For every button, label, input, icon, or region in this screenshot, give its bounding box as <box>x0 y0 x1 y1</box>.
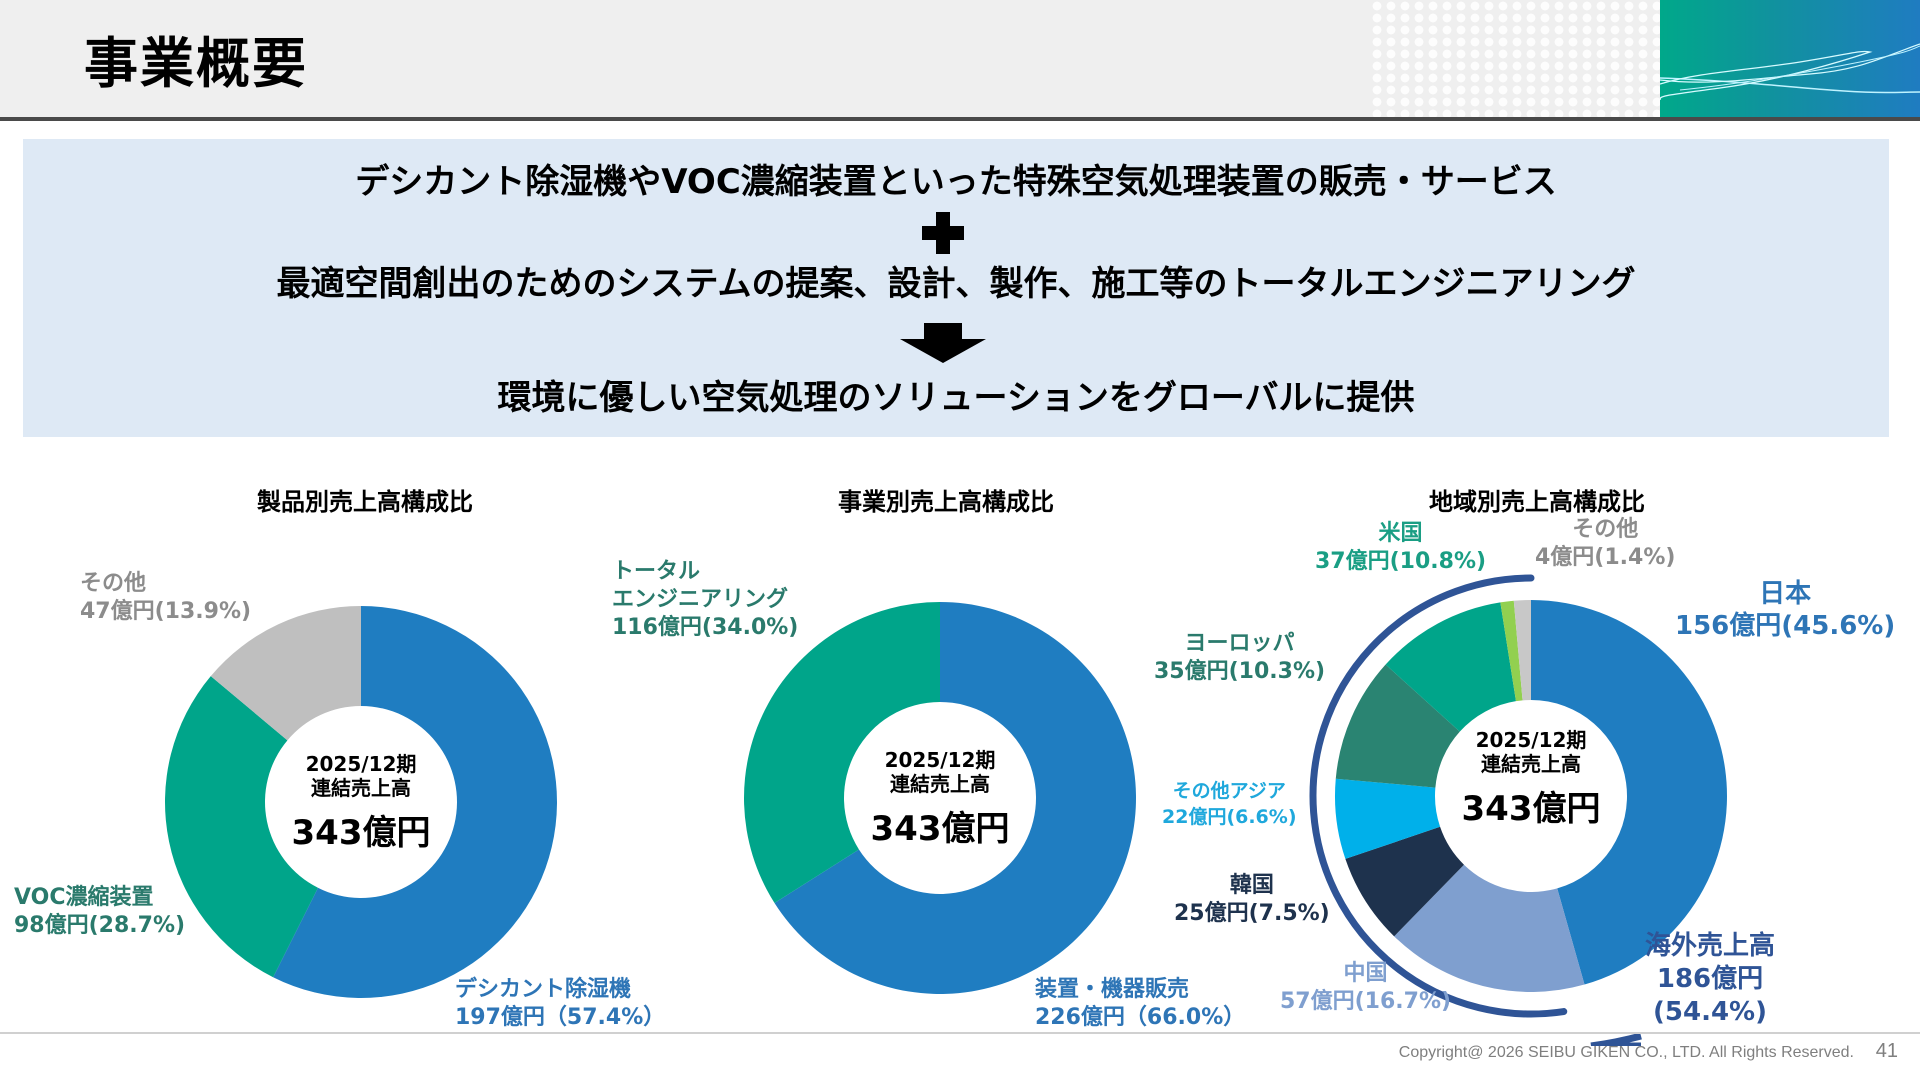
chart-title-product: 製品別売上高構成比 <box>257 488 473 516</box>
center-period: 2025/12期 <box>305 752 417 776</box>
banner-line-products-services: デシカント除湿機やVOC濃縮装置といった特殊空気処理装置の販売・サービス <box>355 162 1557 202</box>
label-product-voc: VOC濃縮装置 98億円(28.7%) <box>14 885 186 938</box>
donut-segment <box>1345 826 1464 937</box>
chart-title-region: 地域別売上高構成比 <box>1429 488 1645 516</box>
donut-segment <box>273 606 557 998</box>
page-number: 41 <box>1875 1040 1898 1062</box>
label-region-europe: ヨーロッパ 35億円(10.3%) <box>1154 631 1326 684</box>
label-region-china: 中国 57億円(16.7%) <box>1280 961 1452 1014</box>
donut-chart-product <box>164 606 557 998</box>
label-product-other: その他 47億円(13.9%) <box>80 571 252 624</box>
header-bar: 事業概要 <box>0 0 1920 117</box>
header-divider <box>0 117 1920 121</box>
summary-banner: デシカント除湿機やVOC濃縮装置といった特殊空気処理装置の販売・サービス 最適空… <box>23 139 1889 437</box>
donut-segment <box>210 606 361 741</box>
donut-segment <box>1335 664 1460 788</box>
label-region-korea: 韓国 25億円(7.5%) <box>1174 873 1330 926</box>
label-business-engineering: トータル エンジニアリング 116億円(34.0%) <box>612 559 799 640</box>
center-label-product: 2025/12期 連結売上高 343億円 <box>266 752 456 856</box>
donut-segment <box>744 602 940 904</box>
label-region-japan: 日本 156億円(45.6%) <box>1675 579 1896 641</box>
wave-lines-decoration <box>1660 43 1920 101</box>
center-total: 343億円 <box>291 813 431 853</box>
donut-chart-region <box>1309 574 1727 1046</box>
donut-segment <box>774 602 1136 994</box>
center-caption: 連結売上高 <box>311 776 411 800</box>
chart-title-business: 事業別売上高構成比 <box>838 488 1054 516</box>
center-label-business: 2025/12期 連結売上高 343億円 <box>870 748 1010 849</box>
page-title: 事業概要 <box>84 32 308 95</box>
donut-segment <box>1385 602 1516 732</box>
plus-icon <box>922 212 964 254</box>
brand-gradient-panel <box>1660 0 1920 117</box>
arrow-down-icon <box>900 323 986 363</box>
label-product-desiccant: デシカント除湿機 197億円（57.4%） <box>455 977 666 1030</box>
label-region-usa: 米国 37億円(10.8%) <box>1315 521 1487 574</box>
label-region-other: その他 4億円(1.4%) <box>1535 517 1676 570</box>
overseas-bracket-arc <box>1309 574 1568 1018</box>
banner-line-engineering: 最適空間創出のためのシステムの提案、設計、製作、施工等のトータルエンジニアリング <box>276 264 1636 304</box>
label-region-other-asia: その他アジア 22億円(6.6%) <box>1162 780 1297 828</box>
donut-segment <box>1531 600 1727 985</box>
donut-segment <box>1394 864 1585 992</box>
center-label-region: 2025/12期 連結売上高 343億円 <box>1461 728 1601 829</box>
banner-line-solution: 環境に優しい空気処理のソリューションをグローバルに提供 <box>497 378 1415 418</box>
overseas-bracket-tail <box>1590 1032 1642 1046</box>
halftone-dots-decoration <box>1370 0 1660 117</box>
footer-divider <box>0 1032 1920 1034</box>
donut-segment <box>1513 600 1531 701</box>
copyright-text: Copyright@ 2026 SEIBU GIKEN CO., LTD. Al… <box>1398 1044 1854 1061</box>
donut-chart-business <box>744 602 1136 994</box>
label-overseas-sales: 海外売上高 186億円 (54.4%) <box>1645 931 1776 1027</box>
donut-segment <box>1335 778 1441 859</box>
donut-segment <box>164 676 318 978</box>
label-business-equipment: 装置・機器販売 226億円（66.0%） <box>1035 977 1246 1030</box>
donut-segment <box>1500 600 1523 702</box>
